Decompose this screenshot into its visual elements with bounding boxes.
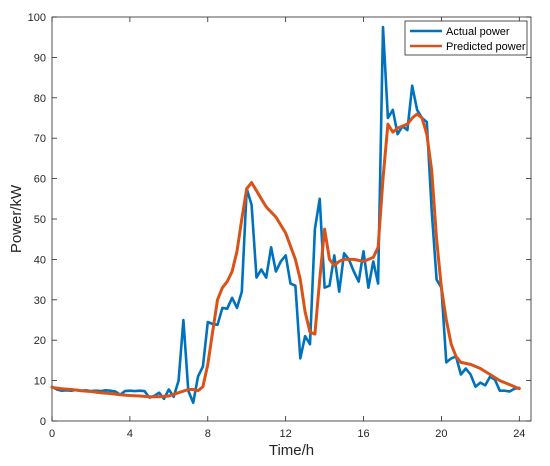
- y-tick-label: 40: [34, 254, 46, 266]
- y-tick-label: 80: [34, 93, 46, 105]
- y-tick-label: 20: [34, 335, 46, 347]
- series-line-predicted-power: [50, 112, 521, 399]
- x-axis: 0 4 8 12 16 20 24: [49, 17, 525, 440]
- x-tick-label: 20: [435, 428, 447, 440]
- y-axis: 0 10 20 30 40 50 60 70 80 90 100: [28, 12, 531, 428]
- y-tick-label: 100: [28, 12, 46, 24]
- legend: Actual power Predicted power: [404, 20, 528, 56]
- y-axis-title: Power/kW: [8, 184, 25, 253]
- x-tick-label: 0: [49, 428, 55, 440]
- plot-area: [51, 16, 532, 422]
- x-tick-label: 16: [357, 428, 369, 440]
- y-tick-label: 70: [34, 133, 46, 145]
- x-axis-title: Time/h: [269, 442, 314, 459]
- x-tick-label: 8: [205, 428, 211, 440]
- x-tick-label: 24: [513, 428, 525, 440]
- y-tick-label: 50: [34, 214, 46, 226]
- legend-label: Predicted power: [446, 41, 526, 53]
- y-tick-label: 90: [34, 52, 46, 64]
- y-tick-label: 60: [34, 174, 46, 186]
- y-tick-label: 30: [34, 295, 46, 307]
- x-tick-label: 4: [127, 428, 133, 440]
- legend-label: Actual power: [446, 26, 510, 38]
- y-tick-label: 10: [34, 376, 46, 388]
- x-tick-label: 12: [280, 428, 292, 440]
- plot-frame: [51, 16, 532, 422]
- series-layer: [50, 25, 521, 405]
- y-tick-label: 0: [40, 416, 46, 428]
- legend-box: [404, 20, 528, 56]
